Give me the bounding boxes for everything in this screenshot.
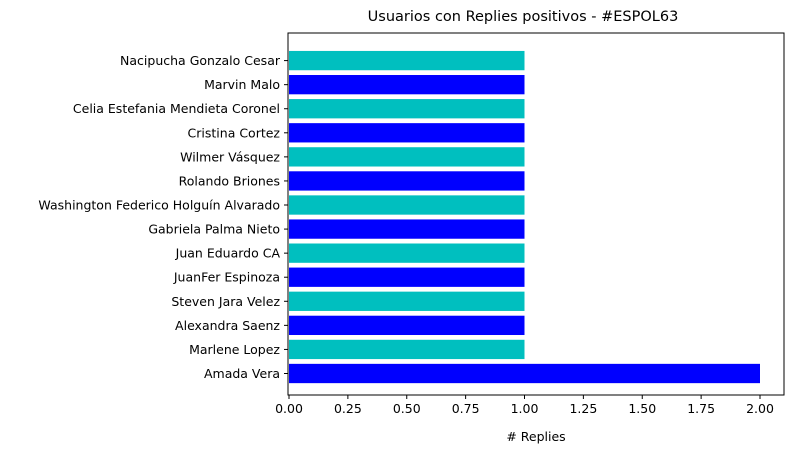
y-tick-label: Alexandra Saenz (175, 318, 280, 333)
y-tick-label: Wilmer Vásquez (180, 149, 280, 164)
bar (289, 99, 525, 119)
x-tick-label: 0.25 (334, 401, 362, 416)
y-tick-label: Amada Vera (204, 366, 280, 381)
x-ticks: 0.00 0.25 0.50 0.75 1.00 1.25 1.50 1.75 2.00 (275, 395, 774, 416)
bar (289, 75, 525, 95)
bar (289, 243, 525, 263)
y-tick-label: Juan Eduardo CA (175, 246, 281, 261)
x-tick-label: 1.25 (569, 401, 597, 416)
y-tick-label: Gabriela Palma Nieto (148, 222, 280, 237)
x-tick-label: 0.75 (452, 401, 480, 416)
y-tick-label: Nacipucha Gonzalo Cesar (120, 53, 281, 68)
y-tick-label: Marlene Lopez (189, 342, 280, 357)
y-tick-labels: Amada Vera Marlene Lopez Alexandra Saenz St… (38, 53, 288, 381)
x-tick-label: 1.50 (628, 401, 656, 416)
x-axis-label: # Replies (506, 429, 565, 444)
bar (289, 315, 525, 336)
plot-frame (287, 32, 785, 396)
bar (289, 171, 525, 191)
chart-title: Usuarios con Replies positivos - #ESPOL6… (368, 9, 679, 25)
y-tick-label: Rolando Briones (179, 173, 280, 188)
y-tick-label: Marvin Malo (204, 77, 280, 92)
y-tick-label: Steven Jara Velez (171, 294, 280, 309)
y-tick-label: Cristina Cortez (188, 125, 281, 140)
x-tick-label: 1.00 (511, 401, 539, 416)
x-tick-label: 0.50 (393, 401, 421, 416)
x-tick-label: 0.00 (275, 401, 303, 416)
bar (289, 339, 525, 360)
bar (289, 123, 525, 143)
bar (289, 363, 760, 384)
x-tick-label: 1.75 (687, 401, 715, 416)
bar (289, 291, 525, 311)
x-tick-label: 2.00 (746, 401, 774, 416)
y-tick-label: Celia Estefania Mendieta Coronel (73, 101, 280, 116)
bar (289, 267, 525, 287)
bars-group (289, 50, 760, 384)
y-tick-label: Washington Federico Holguín Alvarado (38, 198, 280, 213)
y-tick-label: JuanFer Espinoza (173, 270, 280, 285)
bar (289, 219, 525, 239)
bar (289, 195, 525, 215)
bar (289, 147, 525, 167)
bar (289, 50, 525, 71)
